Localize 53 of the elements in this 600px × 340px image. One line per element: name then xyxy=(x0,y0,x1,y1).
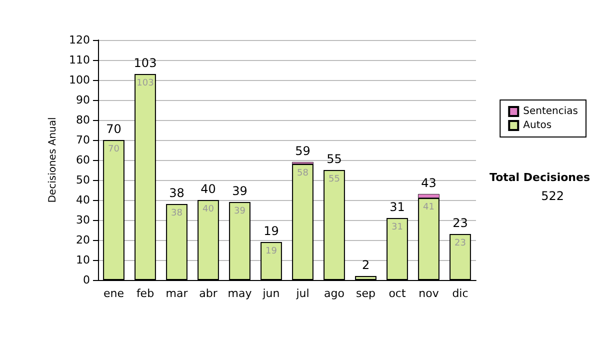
x-tick-label: ene xyxy=(103,287,124,300)
y-tick-label: 20 xyxy=(76,234,90,246)
x-tick-label: nov xyxy=(418,287,440,300)
total-label: 40 xyxy=(200,182,216,196)
data-label: 103 xyxy=(136,78,154,88)
data-label: 40 xyxy=(202,204,214,214)
total-label: 31 xyxy=(390,200,405,214)
total-label: 19 xyxy=(264,224,279,238)
data-label: 23 xyxy=(454,238,466,248)
x-tick-label: jul xyxy=(295,287,310,300)
y-tick-label: 120 xyxy=(69,34,90,46)
total-label: 70 xyxy=(106,122,122,136)
y-tick-label: 80 xyxy=(76,114,90,126)
data-label: 55 xyxy=(328,174,340,184)
total-label: 103 xyxy=(134,56,157,70)
text: Total Decisiones xyxy=(490,171,590,184)
y-tick-label: 70 xyxy=(76,134,90,146)
data-label: 58 xyxy=(297,168,309,178)
y-tick-label: 50 xyxy=(76,174,90,186)
x-tick-label: feb xyxy=(136,287,154,300)
y-tick-label: 60 xyxy=(76,154,90,166)
x-tick-label: mar xyxy=(166,287,188,300)
data-label: 38 xyxy=(171,208,183,218)
data-label: 41 xyxy=(423,202,434,212)
total-label: 38 xyxy=(169,186,184,200)
y-tick-label: 30 xyxy=(76,214,90,226)
y-tick-label: 40 xyxy=(76,194,90,206)
data-label: 31 xyxy=(392,222,403,232)
y-tick-label: 100 xyxy=(69,74,90,86)
y-tick-label: 0 xyxy=(83,274,90,286)
data-label: 70 xyxy=(108,144,120,154)
legend-label: Sentencias xyxy=(523,106,578,117)
x-tick-label: sep xyxy=(356,287,376,300)
x-tick-label: abr xyxy=(199,287,218,300)
total-label: 59 xyxy=(295,144,310,158)
x-tick-label: may xyxy=(228,287,252,300)
total-label: 43 xyxy=(421,176,436,190)
legend-label: Autos xyxy=(523,120,552,131)
x-tick-label: ago xyxy=(324,287,345,300)
total-label: 55 xyxy=(326,152,342,166)
total-label: 23 xyxy=(452,216,468,230)
x-tick-label: jun xyxy=(262,287,280,300)
y-axis-title: Decisiones Anual xyxy=(48,117,59,203)
data-label: 19 xyxy=(266,246,278,256)
total-label: 2 xyxy=(362,258,370,272)
total-label: 39 xyxy=(232,184,248,198)
y-tick-label: 10 xyxy=(76,254,90,266)
data-label: 39 xyxy=(234,206,246,216)
y-tick-label: 90 xyxy=(76,94,90,106)
x-tick-label: oct xyxy=(388,287,406,300)
x-tick-label: dic xyxy=(452,287,468,300)
text: 522 xyxy=(541,189,564,203)
y-tick-label: 110 xyxy=(69,54,90,66)
